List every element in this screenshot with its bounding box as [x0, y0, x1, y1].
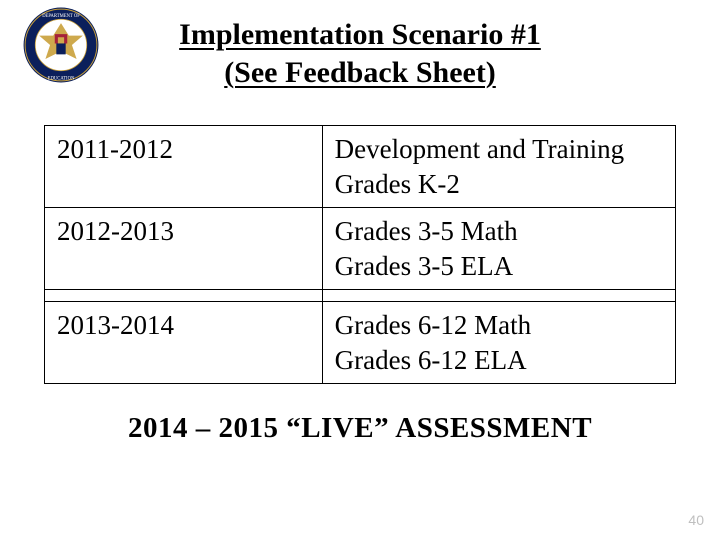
svg-text:EDUCATION: EDUCATION: [48, 76, 75, 81]
slide: DEPARTMENT OF EDUCATION Implementation S…: [0, 0, 720, 540]
table-row: 2013-2014Grades 6-12 MathGrades 6-12 ELA: [45, 302, 676, 384]
title-line-2: (See Feedback Sheet): [224, 56, 496, 89]
gap-cell: [45, 290, 323, 302]
year-cell: 2013-2014: [45, 302, 323, 384]
slide-title: Implementation Scenario #1 (See Feedback…: [28, 16, 692, 91]
table-row: 2012-2013Grades 3-5 MathGrades 3-5 ELA: [45, 208, 676, 290]
page-number: 40: [688, 512, 704, 528]
state-seal-logo: DEPARTMENT OF EDUCATION: [22, 6, 100, 84]
desc-cell: Grades 3-5 MathGrades 3-5 ELA: [322, 208, 675, 290]
seal-icon: DEPARTMENT OF EDUCATION: [22, 6, 100, 84]
year-cell: 2011-2012: [45, 126, 323, 208]
table-gap-row: [45, 290, 676, 302]
svg-text:DEPARTMENT OF: DEPARTMENT OF: [42, 14, 80, 19]
desc-cell: Grades 6-12 MathGrades 6-12 ELA: [322, 302, 675, 384]
year-cell: 2012-2013: [45, 208, 323, 290]
footer-text: 2014 – 2015 “LIVE” ASSESSMENT: [28, 412, 692, 445]
scenario-table-body: 2011-2012Development and TrainingGrades …: [45, 126, 676, 384]
title-line-1: Implementation Scenario #1: [179, 18, 541, 51]
scenario-table: 2011-2012Development and TrainingGrades …: [44, 125, 676, 384]
gap-cell: [322, 290, 675, 302]
desc-cell: Development and TrainingGrades K-2: [322, 126, 675, 208]
table-row: 2011-2012Development and TrainingGrades …: [45, 126, 676, 208]
